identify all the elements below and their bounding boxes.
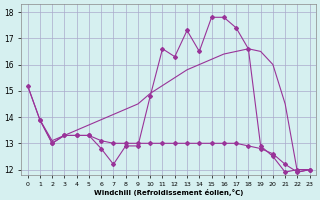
X-axis label: Windchill (Refroidissement éolien,°C): Windchill (Refroidissement éolien,°C) (94, 189, 243, 196)
